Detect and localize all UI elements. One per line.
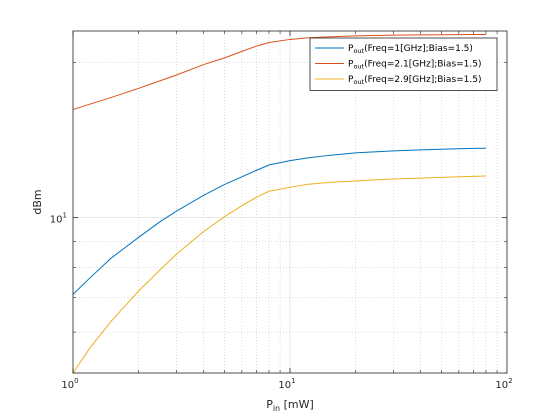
legend-label-rest: (Freq=1[GHz];Bias=1.5) xyxy=(364,44,473,54)
y-tick-label-exponent: 1 xyxy=(63,212,67,220)
legend: Pout(Freq=1[GHz];Bias=1.5)Pout(Freq=2.1[… xyxy=(309,37,498,91)
legend-label-2: Pout(Freq=2.1[GHz];Bias=1.5) xyxy=(348,60,482,71)
x-tick-labels: 100 101 102 xyxy=(61,377,512,391)
x-tick-label-exponent: 2 xyxy=(508,377,512,385)
legend-label-main: P xyxy=(348,60,354,70)
legend-box xyxy=(309,37,498,91)
x-tick-label-exponent: 1 xyxy=(291,377,295,385)
legend-label-1: Pout(Freq=1[GHz];Bias=1.5) xyxy=(348,44,473,55)
y-tick-label: 101 xyxy=(50,212,67,226)
x-axis-label-sub: in xyxy=(273,404,280,413)
legend-label-sub: out xyxy=(353,63,364,71)
x-tick-label: 100 xyxy=(61,377,78,391)
legend-label-sub: out xyxy=(353,47,364,55)
legend-label-main: P xyxy=(348,75,354,85)
x-tick-label-base: 10 xyxy=(278,380,291,391)
series-line-3 xyxy=(72,175,486,374)
legend-label-main: P xyxy=(348,44,354,54)
x-tick-label: 101 xyxy=(278,377,295,391)
y-axis-label: dBm xyxy=(31,189,44,214)
x-tick-label-exponent: 0 xyxy=(74,377,78,385)
x-axis-label-rest: [mW] xyxy=(280,398,314,411)
legend-label-rest: (Freq=2.1[GHz];Bias=1.5) xyxy=(364,60,481,70)
x-tick-label: 102 xyxy=(495,377,512,391)
legend-label-3: Pout(Freq=2.9[GHz];Bias=1.5) xyxy=(348,75,482,86)
x-tick-label-base: 10 xyxy=(495,380,508,391)
series-line-2 xyxy=(72,33,486,111)
legend-label-rest: (Freq=2.9[GHz];Bias=1.5) xyxy=(364,75,481,85)
plot-frame xyxy=(72,30,508,374)
series-line-1 xyxy=(72,147,486,295)
x-axis-label-main: P xyxy=(266,398,273,411)
y-tick-labels: 101 xyxy=(50,212,67,226)
y-tick-label-base: 10 xyxy=(50,215,63,226)
legend-label-sub: out xyxy=(353,78,364,86)
x-tick-label-base: 10 xyxy=(61,380,74,391)
x-axis-label: Pin [mW] xyxy=(266,398,314,413)
series-group xyxy=(72,33,486,374)
